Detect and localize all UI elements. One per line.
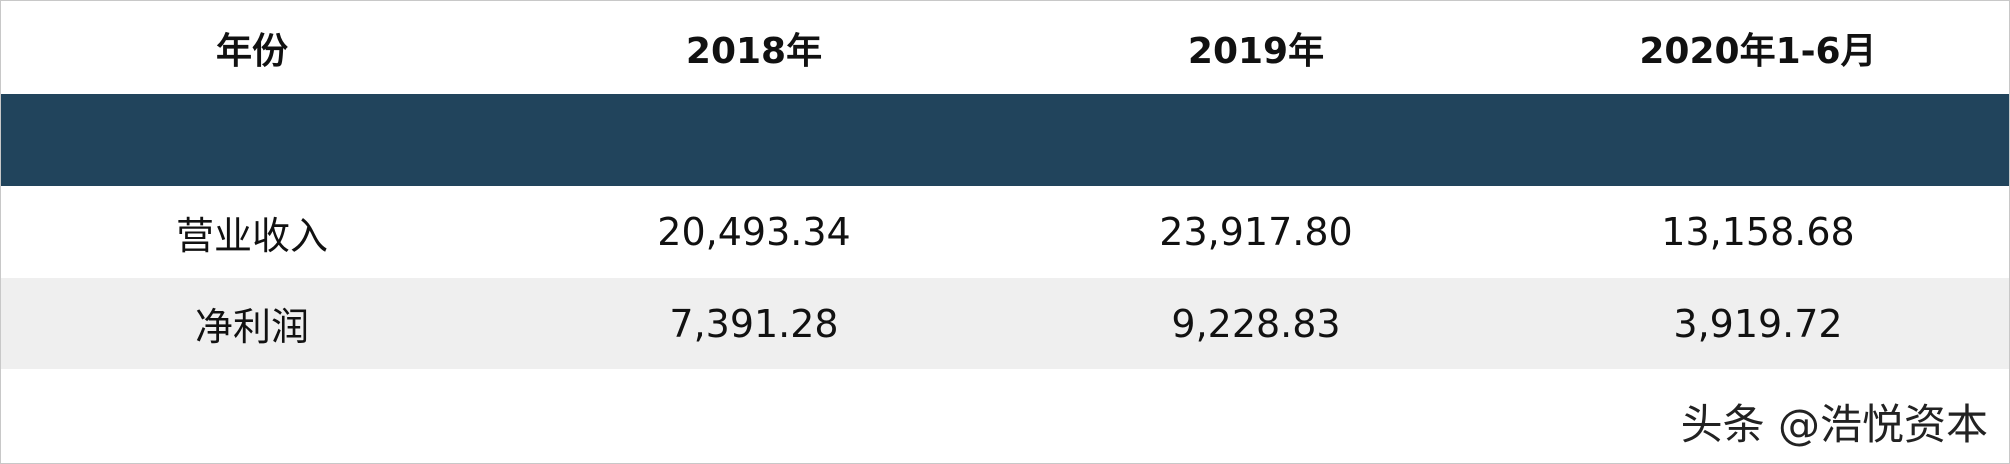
value-cell: 23,917.80 xyxy=(1159,210,1353,254)
row-label: 营业收入 xyxy=(175,213,328,258)
header-cell: 2018年 xyxy=(685,30,823,72)
header-cell: 年份 xyxy=(215,30,288,72)
value-cell: 9,228.83 xyxy=(1171,301,1341,346)
value-cell: 7,391.28 xyxy=(669,301,839,346)
value-cell: 20,493.34 xyxy=(657,210,851,254)
header-cell: 2020年1-6月 xyxy=(1639,30,1877,72)
watermark: 头条 @浩悦资本 xyxy=(1680,400,1988,449)
table-row: 营业收入 20,493.34 23,917.80 13,158.68 xyxy=(1,186,2009,278)
header-row: 年份 2018年 2019年 2020年1-6月 xyxy=(1,1,2009,94)
value-cell: 3,919.72 xyxy=(1673,301,1843,346)
header-band xyxy=(1,94,2009,186)
header-cell: 2019年 xyxy=(1187,30,1325,72)
value-cell: 13,158.68 xyxy=(1661,210,1855,254)
table-row: 净利润 7,391.28 9,228.83 3,919.72 xyxy=(1,278,2009,369)
row-label: 净利润 xyxy=(194,305,309,349)
